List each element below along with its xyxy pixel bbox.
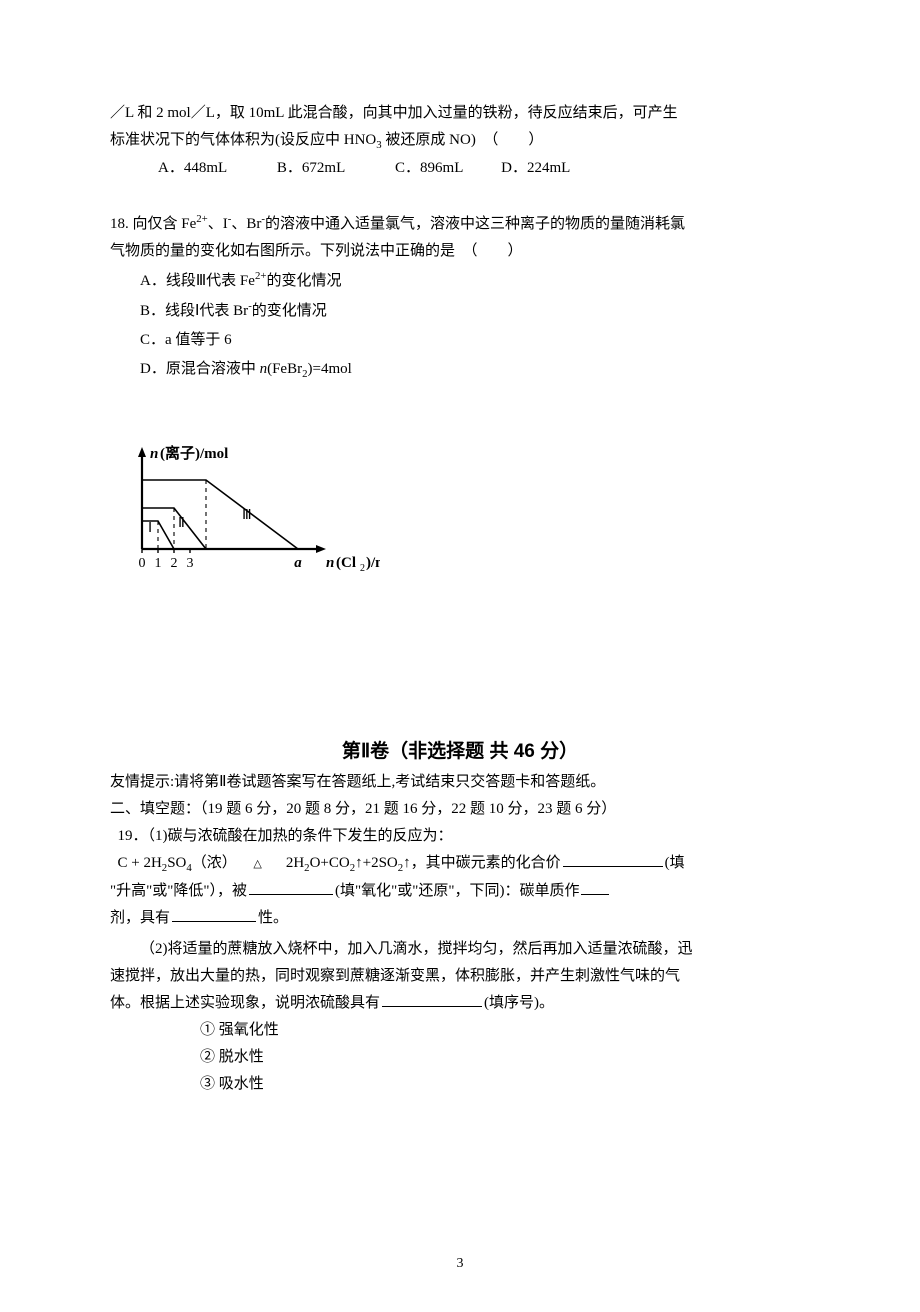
svg-text:a: a [294, 555, 302, 571]
q17-opt-a: A．448mL [158, 155, 227, 182]
eq-lhs-b: SO [167, 855, 186, 871]
svg-text:1: 1 [155, 556, 162, 571]
q18-stem-d: 的溶液中通入适量氯气，溶液中这三种离子的物质的量随消耗氯 [265, 216, 685, 232]
ion-chart-svg: 0123an(离子)/moln(Cl2)/molⅠⅡⅢ [112, 403, 380, 595]
svg-text:Ⅱ: Ⅱ [178, 516, 185, 531]
q18-opt-d: D．原混合溶液中 n(FeBr2)=4mol [140, 356, 810, 384]
q18-options: A．线段Ⅲ代表 Fe2+的变化情况 B．线段Ⅰ代表 Br-的变化情况 C．a 值… [110, 267, 810, 384]
q18-number: 18. [110, 216, 129, 232]
q19-head: 19．（1)碳与浓硫酸在加热的条件下发生的反应为： [110, 823, 810, 850]
fill-header: 二、填空题：（19 题 6 分，20 题 8 分，21 题 16 分，22 题 … [110, 796, 810, 823]
section2-hint: 友情提示:请将第Ⅱ卷试题答案写在答题纸上,考试结束只交答题卡和答题纸。 [110, 769, 810, 796]
q17-stem-line2-pre: 标准状况下的气体体积为(设反应中 HNO [110, 132, 376, 148]
page-number: 3 [0, 1251, 920, 1276]
q19-p2-b: 速搅拌，放出大量的热，同时观察到蔗糖逐渐变黑，体积膨胀，并产生刺激性气味的气 [110, 963, 810, 990]
svg-text:n: n [326, 555, 334, 571]
eq-lhs-a: C + 2H [118, 855, 162, 871]
eq-rhs-b: O+CO [310, 855, 350, 871]
q17-stem-line2-post: 被还原成 NO) （ ） [382, 132, 544, 148]
svg-text:)/mol: )/mol [366, 555, 380, 571]
q19-line3: 剂，具有 性。 [110, 905, 810, 932]
q18-opt-d-end: )=4mol [308, 361, 352, 377]
eq-rhs-a: 2H [286, 855, 304, 871]
svg-text:3: 3 [187, 556, 194, 571]
q19-line3-a: 剂，具有 [110, 910, 170, 926]
q19-p2-c-pre: 体。根据上述实验现象，说明浓硫酸具有 [110, 995, 380, 1011]
section2-title: 第Ⅱ卷（非选择题 共 46 分） [110, 735, 810, 769]
q18-opt-b-pre: B．线段Ⅰ代表 Br [140, 303, 248, 319]
q19-line2-b: (填"氧化"或"还原"，下同)：碳单质作 [335, 883, 579, 899]
q18-opt-b: B．线段Ⅰ代表 Br-的变化情况 [140, 297, 810, 325]
q19-line3-b: 性。 [258, 910, 288, 926]
q19-p2-c: 体。根据上述实验现象，说明浓硫酸具有 (填序号)。 [110, 990, 810, 1017]
q18-opt-c: C．a 值等于 6 [140, 327, 810, 354]
q19-line2-a: "升高"或"降低"），被 [110, 883, 247, 899]
q19-equation-line: C + 2H2SO4（浓） △ 2H2O+CO2↑+2SO2↑，其中碳元素的化合… [110, 850, 810, 878]
svg-text:Ⅰ: Ⅰ [148, 521, 152, 536]
q18-opt-d-n: n [260, 361, 268, 377]
eq-tail: (填 [665, 855, 685, 871]
blank-5 [382, 992, 482, 1007]
svg-text:2: 2 [360, 563, 365, 574]
q18-stem-line2: 气物质的量的变化如右图所示。下列说法中正确的是 （ ） [110, 238, 810, 265]
q17-stem-line2: 标准状况下的气体体积为(设反应中 HNO3 被还原成 NO) （ ） [110, 127, 810, 155]
q17-stem-line1: ／L 和 2 mol／L，取 10mL 此混合酸，向其中加入过量的铁粉，待反应结… [110, 100, 810, 127]
q18-stem-b: 、I [208, 216, 228, 232]
q17-options: A．448mL B．672mL C．896mL D．224mL [110, 155, 810, 182]
q18-opt-d-post: (FeBr [267, 361, 302, 377]
q18-opt-a: A．线段Ⅲ代表 Fe2+的变化情况 [140, 267, 810, 295]
svg-text:Ⅲ: Ⅲ [242, 508, 252, 523]
q18-sup-opt-a: 2+ [255, 270, 267, 282]
q17-opt-c: C．896mL [395, 155, 463, 182]
q19-choice-3: ③ 吸水性 [200, 1071, 810, 1098]
svg-text:0: 0 [139, 556, 146, 571]
blank-3 [581, 880, 609, 895]
q19-p2-c-post: (填序号)。 [484, 995, 554, 1011]
q19-p2-a: （2)将适量的蔗糖放入烧杯中，加入几滴水，搅拌均匀，然后再加入适量浓硫酸，迅 [110, 936, 810, 963]
eq-rhs-d: ↑，其中碳元素的化合价 [403, 855, 561, 871]
ion-chart: 0123an(离子)/moln(Cl2)/molⅠⅡⅢ [112, 403, 810, 605]
svg-text:(Cl: (Cl [336, 555, 356, 571]
q18-opt-a-post: 的变化情况 [266, 273, 341, 289]
q17-opt-b: B．672mL [277, 155, 345, 182]
q18-stem-a: 向仅含 Fe [129, 216, 197, 232]
svg-text:2: 2 [171, 556, 178, 571]
blank-1 [563, 852, 663, 867]
blank-2 [249, 880, 333, 895]
q19-choices: ① 强氧化性 ② 脱水性 ③ 吸水性 [110, 1017, 810, 1098]
q19-choice-1: ① 强氧化性 [200, 1017, 810, 1044]
q18-opt-d-pre: D．原混合溶液中 [140, 361, 260, 377]
q19-line2: "升高"或"降低"），被 (填"氧化"或"还原"，下同)：碳单质作 [110, 878, 810, 905]
q18-stem-c: 、Br [231, 216, 261, 232]
heating-symbol-icon: △ [241, 859, 275, 869]
svg-text:(离子)/mol: (离子)/mol [160, 444, 228, 462]
q19-choice-2: ② 脱水性 [200, 1044, 810, 1071]
q18-stem-line1: 18. 向仅含 Fe2+、I-、Br-的溶液中通入适量氯气，溶液中这三种离子的物… [110, 210, 810, 238]
svg-text:n: n [150, 446, 158, 462]
eq-rhs-c: ↑+2SO [355, 855, 398, 871]
eq-lhs-c: （浓） [192, 855, 237, 871]
q18-opt-b-post: 的变化情况 [252, 303, 327, 319]
q18-opt-a-pre: A．线段Ⅲ代表 Fe [140, 273, 255, 289]
q18-sup-fe2: 2+ [196, 213, 208, 225]
blank-4 [172, 907, 256, 922]
q17-opt-d: D．224mL [501, 155, 570, 182]
